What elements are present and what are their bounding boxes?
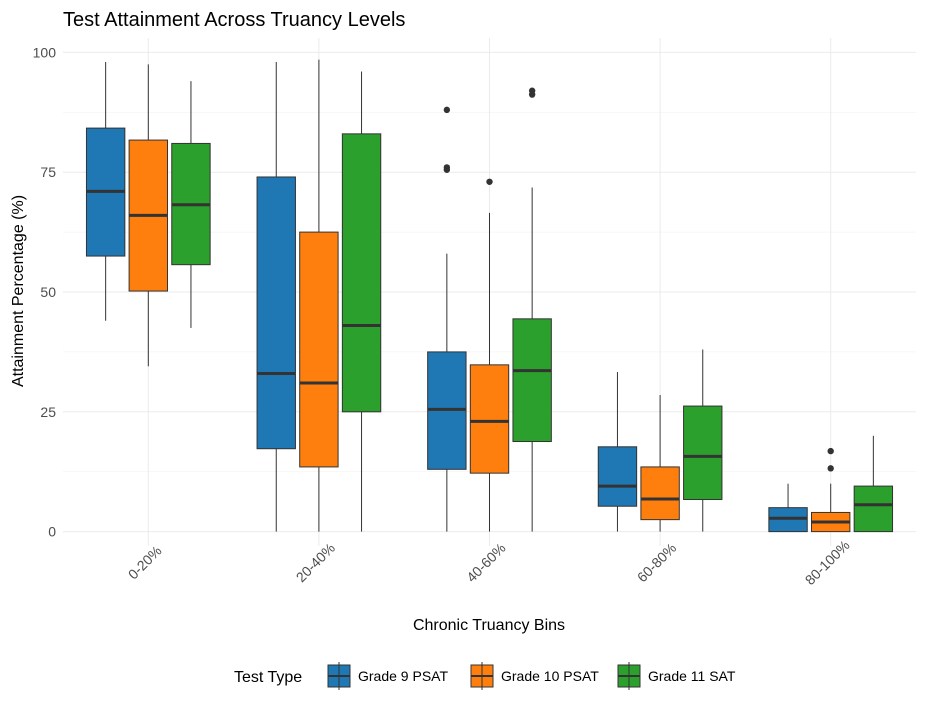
box bbox=[341, 133, 382, 413]
legend-label: Grade 10 PSAT bbox=[501, 668, 599, 684]
legend-item: Grade 11 SAT bbox=[617, 662, 736, 690]
outlier-point bbox=[827, 447, 834, 455]
y-axis-ticks: 0 25 50 75 100 bbox=[33, 44, 57, 539]
outlier-point bbox=[443, 164, 451, 171]
y-tick-label: 75 bbox=[40, 164, 56, 180]
y-axis-title: Attainment Percentage (%) bbox=[10, 195, 27, 387]
outlier-point bbox=[827, 465, 834, 472]
box bbox=[256, 176, 296, 450]
series-group bbox=[171, 71, 894, 533]
legend-title: Test Type bbox=[234, 669, 302, 686]
x-axis-ticks: 0-20% 20-40% 40-60% 60-80% 80-100% bbox=[125, 537, 853, 588]
legend-item: Grade 9 PSAT bbox=[327, 662, 448, 690]
x-tick-label: 0-20% bbox=[125, 542, 165, 582]
legend-item: Grade 10 PSAT bbox=[470, 662, 599, 690]
outlier-point bbox=[528, 87, 536, 94]
box bbox=[512, 318, 552, 443]
series-group bbox=[128, 59, 851, 533]
box bbox=[597, 446, 638, 507]
box bbox=[640, 466, 680, 521]
y-tick-label: 0 bbox=[48, 524, 56, 540]
box bbox=[469, 364, 510, 474]
legend-label: Grade 11 SAT bbox=[648, 668, 736, 684]
y-tick-label: 50 bbox=[40, 284, 56, 300]
x-tick-label: 80-100% bbox=[802, 537, 853, 588]
x-tick-label: 40-60% bbox=[463, 540, 508, 585]
outlier-point bbox=[486, 178, 493, 185]
legend: Test Type Grade 9 PSAT Grade 10 PSAT Grade… bbox=[234, 662, 736, 690]
legend-label: Grade 9 PSAT bbox=[358, 668, 448, 684]
box-series bbox=[85, 59, 894, 533]
box bbox=[299, 231, 339, 468]
y-tick-label: 100 bbox=[33, 44, 57, 60]
box bbox=[853, 485, 894, 533]
y-tick-label: 25 bbox=[40, 404, 56, 420]
box bbox=[683, 405, 723, 501]
x-tick-label: 60-80% bbox=[634, 540, 679, 585]
x-tick-label: 20-40% bbox=[293, 540, 338, 585]
x-axis-title: Chronic Truancy Bins bbox=[413, 617, 565, 634]
series-group bbox=[85, 61, 808, 533]
outlier-point bbox=[443, 106, 451, 114]
chart-title: Test Attainment Across Truancy Levels bbox=[63, 9, 405, 31]
